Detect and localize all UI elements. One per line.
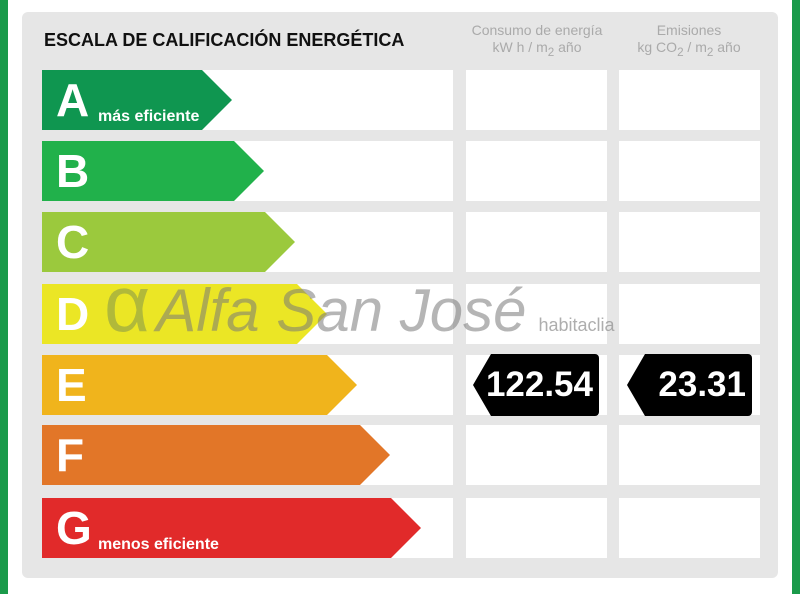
rating-letter: G [56,502,92,554]
emisiones-cell-a [619,70,760,130]
rating-letter: C [56,216,90,268]
emisiones-header: Emisiones kg CO2 / m2 año [614,22,764,61]
left-border [0,0,8,594]
emisiones-cell-d [619,284,760,344]
emisiones-cell-b [619,141,760,201]
consumo-cell-d [466,284,607,344]
rating-label: menos eficiente [98,536,219,553]
consumo-cell-g [466,498,607,558]
emisiones-header-line1: Emisiones [656,22,722,38]
emisiones-unit-year: año [713,39,741,55]
emisiones-cell-c [619,212,760,272]
emisiones-cell-g [619,498,760,558]
page-title: ESCALA DE CALIFICACIÓN ENERGÉTICA [44,30,405,50]
consumo-header-line2: kW h / m2 año [462,39,612,61]
watermark-brand: Alfa San José [156,277,527,344]
rating-bar-b: B [42,141,264,201]
rating-bar-f: F [42,425,390,485]
watermark-alpha-logo: α [104,259,151,348]
right-border [792,0,800,594]
consumo-unit-sub: 2 [547,45,555,59]
watermark-site: habitaclia [538,315,615,335]
consumo-header-line1: Consumo de energía [471,22,603,38]
emisiones-header-line2: kg CO2 / m2 año [614,39,764,61]
rating-bar-c: C [42,212,295,272]
consumo-cell-c [466,212,607,272]
emisiones-unit-sub2: 2 [706,45,714,59]
emisiones-value-tag: 23.31 [627,354,752,416]
consumo-cell-a [466,70,607,130]
rating-bar-d: D [42,284,327,344]
consumo-unit-year: año [554,39,582,55]
watermark: α Alfa San José habitaclia [104,262,615,346]
emisiones-unit: kg CO [637,39,678,55]
rating-bar-e: E [42,355,357,415]
emisiones-unit-sub: 2 [677,45,684,59]
consumo-unit: kW h / m [492,39,548,55]
rating-letter: E [56,359,87,411]
rating-letter: F [56,429,85,481]
rating-letter: D [56,288,90,340]
rating-letter: A [56,74,90,126]
consumo-cell-f [466,425,607,485]
rating-label: más eficiente [98,108,200,125]
consumo-cell-b [466,141,607,201]
emisiones-unit-mid: / m [683,39,707,55]
rating-letter: B [56,145,90,197]
consumo-header: Consumo de energía kW h / m2 año [462,22,612,61]
emisiones-cell-f [619,425,760,485]
consumo-value-tag: 122.54 [473,354,599,416]
